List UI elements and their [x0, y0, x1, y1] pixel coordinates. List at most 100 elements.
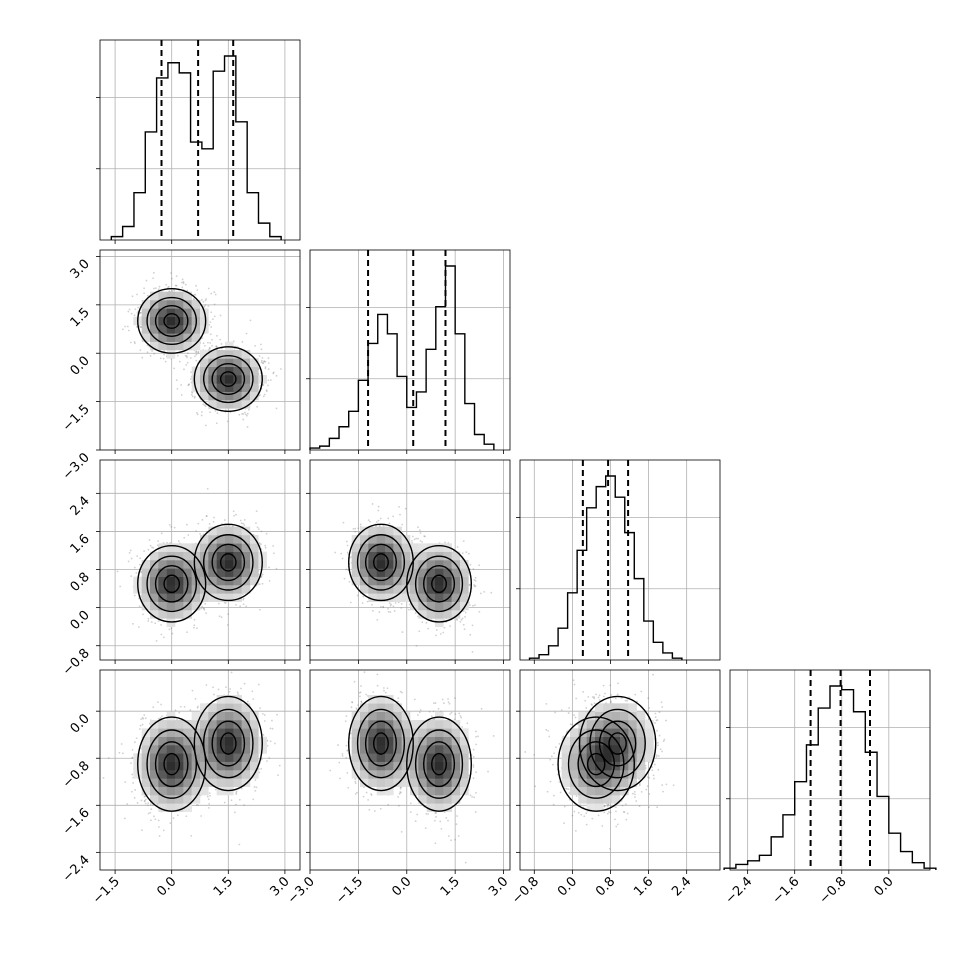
density-cell — [241, 535, 251, 544]
sample-point — [260, 359, 263, 362]
sample-point — [193, 396, 196, 399]
sample-point — [421, 541, 423, 543]
sample-point — [232, 510, 235, 513]
sample-point — [357, 527, 360, 530]
sample-point — [203, 344, 206, 347]
sample-point — [210, 326, 213, 328]
sample-point — [215, 422, 218, 425]
sample-point — [260, 348, 263, 351]
sample-point — [200, 607, 203, 610]
sample-point — [410, 539, 413, 542]
sample-point — [134, 308, 137, 311]
sample-point — [268, 566, 270, 569]
sample-point — [367, 519, 370, 522]
axes-frame — [99, 39, 301, 241]
density-cell — [216, 350, 226, 359]
density-cell — [150, 576, 159, 586]
sample-point — [141, 356, 144, 359]
sample-point — [388, 602, 391, 605]
sample-point — [139, 563, 141, 566]
sample-point — [260, 574, 263, 577]
sample-point — [229, 411, 232, 414]
density-cell — [141, 560, 151, 569]
sample-point — [359, 523, 362, 526]
sample-point — [193, 298, 196, 301]
density-cell — [175, 341, 184, 351]
sample-point — [464, 616, 466, 618]
density-cell — [208, 535, 217, 544]
sample-point — [126, 325, 129, 328]
sample-point — [203, 404, 206, 407]
sample-point — [242, 597, 245, 600]
sample-point — [269, 379, 272, 381]
sample-point — [143, 287, 146, 290]
density-cell — [166, 593, 176, 602]
sample-point — [275, 407, 278, 410]
sample-point — [265, 532, 268, 535]
density-cell — [150, 308, 159, 317]
sample-point — [362, 595, 365, 598]
sample-point — [136, 293, 138, 296]
sample-point — [193, 293, 196, 296]
density-cell — [250, 560, 259, 569]
sample-point — [244, 413, 247, 416]
sample-point — [478, 610, 481, 613]
histogram-step — [110, 55, 282, 240]
sample-point — [442, 631, 445, 634]
sample-point — [235, 513, 237, 516]
density-cell — [208, 585, 217, 594]
sample-point — [184, 354, 187, 357]
sample-point — [219, 338, 222, 341]
sample-point — [249, 319, 252, 322]
density-cell — [175, 308, 184, 317]
density-cell — [241, 350, 251, 359]
density-cell — [216, 568, 226, 577]
density-cell — [191, 333, 201, 342]
density-cell — [175, 300, 184, 309]
sample-point — [226, 420, 229, 423]
sample-point — [260, 361, 263, 364]
density-cell — [216, 576, 226, 586]
sample-point — [473, 585, 476, 588]
scatter-panel-2-1 — [96, 249, 301, 454]
density-cell — [241, 375, 251, 384]
density-cell — [208, 543, 217, 552]
sample-point — [157, 620, 160, 623]
sample-point — [204, 424, 207, 427]
sample-point — [160, 623, 162, 626]
sample-point — [462, 540, 465, 543]
histogram-panel-3 — [516, 459, 721, 664]
density-cell — [191, 308, 201, 317]
sample-point — [246, 414, 248, 417]
sample-point — [348, 580, 351, 583]
sample-point — [133, 340, 136, 343]
sample-point — [180, 384, 183, 386]
sample-point — [220, 616, 223, 619]
density-cell — [241, 551, 251, 561]
sample-point — [468, 584, 471, 587]
sample-point — [258, 608, 261, 611]
sample-point — [175, 275, 178, 278]
density-cell — [250, 576, 259, 586]
sample-point — [142, 613, 144, 616]
density-contour — [137, 545, 207, 623]
sample-point — [275, 374, 278, 377]
sample-point — [259, 394, 261, 397]
sample-point — [127, 560, 130, 563]
density-cell — [225, 358, 234, 367]
sample-point — [418, 630, 421, 633]
density-cell — [225, 391, 234, 401]
density-cell — [158, 551, 167, 561]
sample-point — [260, 343, 262, 346]
sample-point — [130, 557, 133, 560]
axes-frame — [519, 459, 721, 661]
sample-point — [260, 530, 263, 533]
density-cell — [191, 551, 201, 561]
sample-point — [206, 488, 209, 490]
sample-point — [139, 349, 142, 352]
sample-point — [272, 552, 275, 555]
sample-point — [143, 292, 145, 295]
sample-point — [223, 519, 226, 521]
density-cell — [216, 535, 226, 544]
sample-point — [352, 527, 355, 530]
